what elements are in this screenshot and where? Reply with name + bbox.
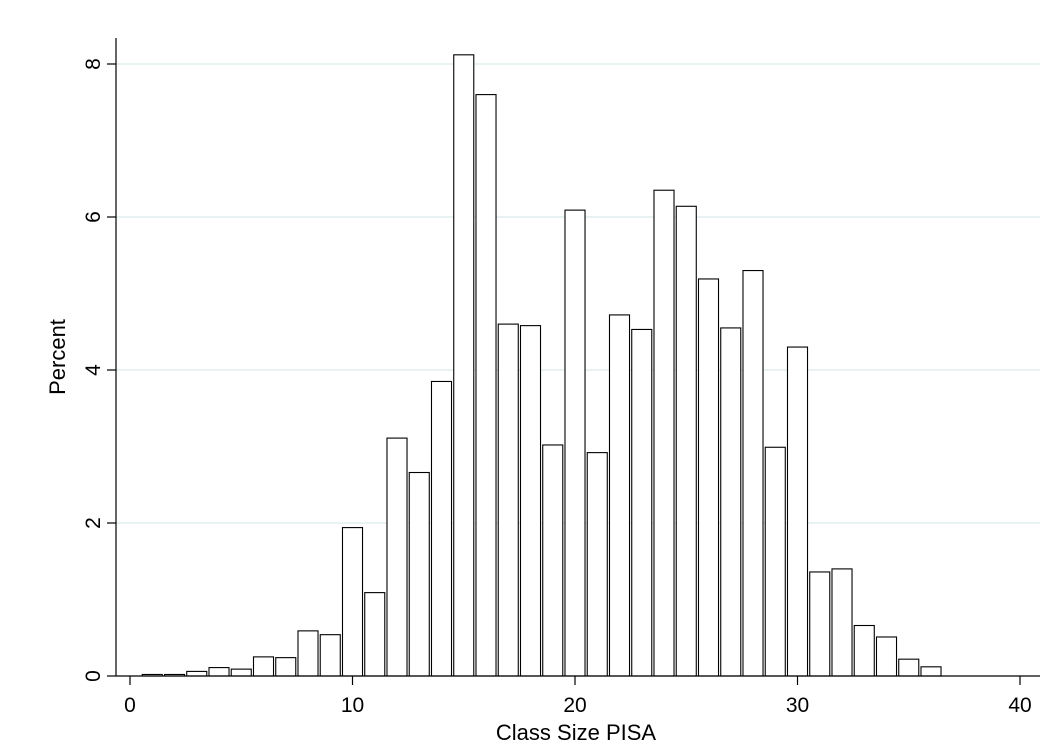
histogram-bar: [631, 328, 653, 677]
histogram-bar: [386, 437, 408, 677]
histogram-bar: [764, 446, 786, 677]
y-tick-label: 0: [82, 670, 105, 682]
histogram-bar: [742, 269, 764, 677]
x-tick-label: 20: [563, 694, 586, 717]
bars: [141, 54, 942, 677]
histogram-bar: [875, 636, 898, 677]
ticks: 0 2 4 6 8 0 10 20 30 40: [82, 58, 1032, 717]
histogram-bar: [519, 325, 542, 677]
histogram-bar: [809, 571, 831, 677]
histogram-bar: [408, 471, 430, 677]
x-axis-title: Class Size PISA: [496, 720, 656, 744]
histogram-bar: [675, 205, 697, 677]
histogram-bar: [364, 592, 386, 677]
histogram-bar: [564, 209, 586, 677]
histogram-bar: [720, 327, 742, 677]
histogram-bar: [653, 189, 675, 677]
histogram-bar: [475, 94, 497, 677]
axes: [115, 38, 1040, 677]
y-axis-title: Percent: [45, 319, 70, 395]
histogram-bar: [786, 346, 809, 677]
y-tick-label: 8: [82, 58, 105, 70]
histogram-bar: [341, 527, 364, 677]
histogram-bar: [252, 656, 275, 677]
histogram-bar: [275, 657, 297, 677]
histogram-bar: [697, 278, 720, 677]
histogram-bar: [831, 568, 853, 677]
histogram-bar: [186, 670, 208, 677]
histogram-bar: [297, 630, 319, 677]
histogram-bar: [208, 667, 230, 677]
histogram-bar: [898, 658, 920, 677]
histogram-bar: [230, 668, 252, 677]
histogram-bar: [608, 314, 631, 677]
x-tick-label: 30: [786, 694, 809, 717]
histogram-bar: [542, 444, 564, 677]
x-tick-label: 0: [124, 694, 136, 717]
y-tick-label: 6: [82, 211, 105, 223]
x-tick-label: 10: [341, 694, 364, 717]
histogram-bar: [853, 624, 875, 677]
histogram-bar: [497, 323, 519, 677]
y-tick-label: 2: [82, 517, 105, 529]
x-tick-label: 40: [1008, 694, 1031, 717]
histogram-bar: [586, 452, 608, 677]
histogram-bar: [319, 634, 341, 677]
y-tick-label: 4: [82, 364, 105, 376]
histogram-bar: [430, 380, 453, 677]
histogram-bar: [453, 54, 475, 677]
histogram-bar: [920, 666, 942, 677]
